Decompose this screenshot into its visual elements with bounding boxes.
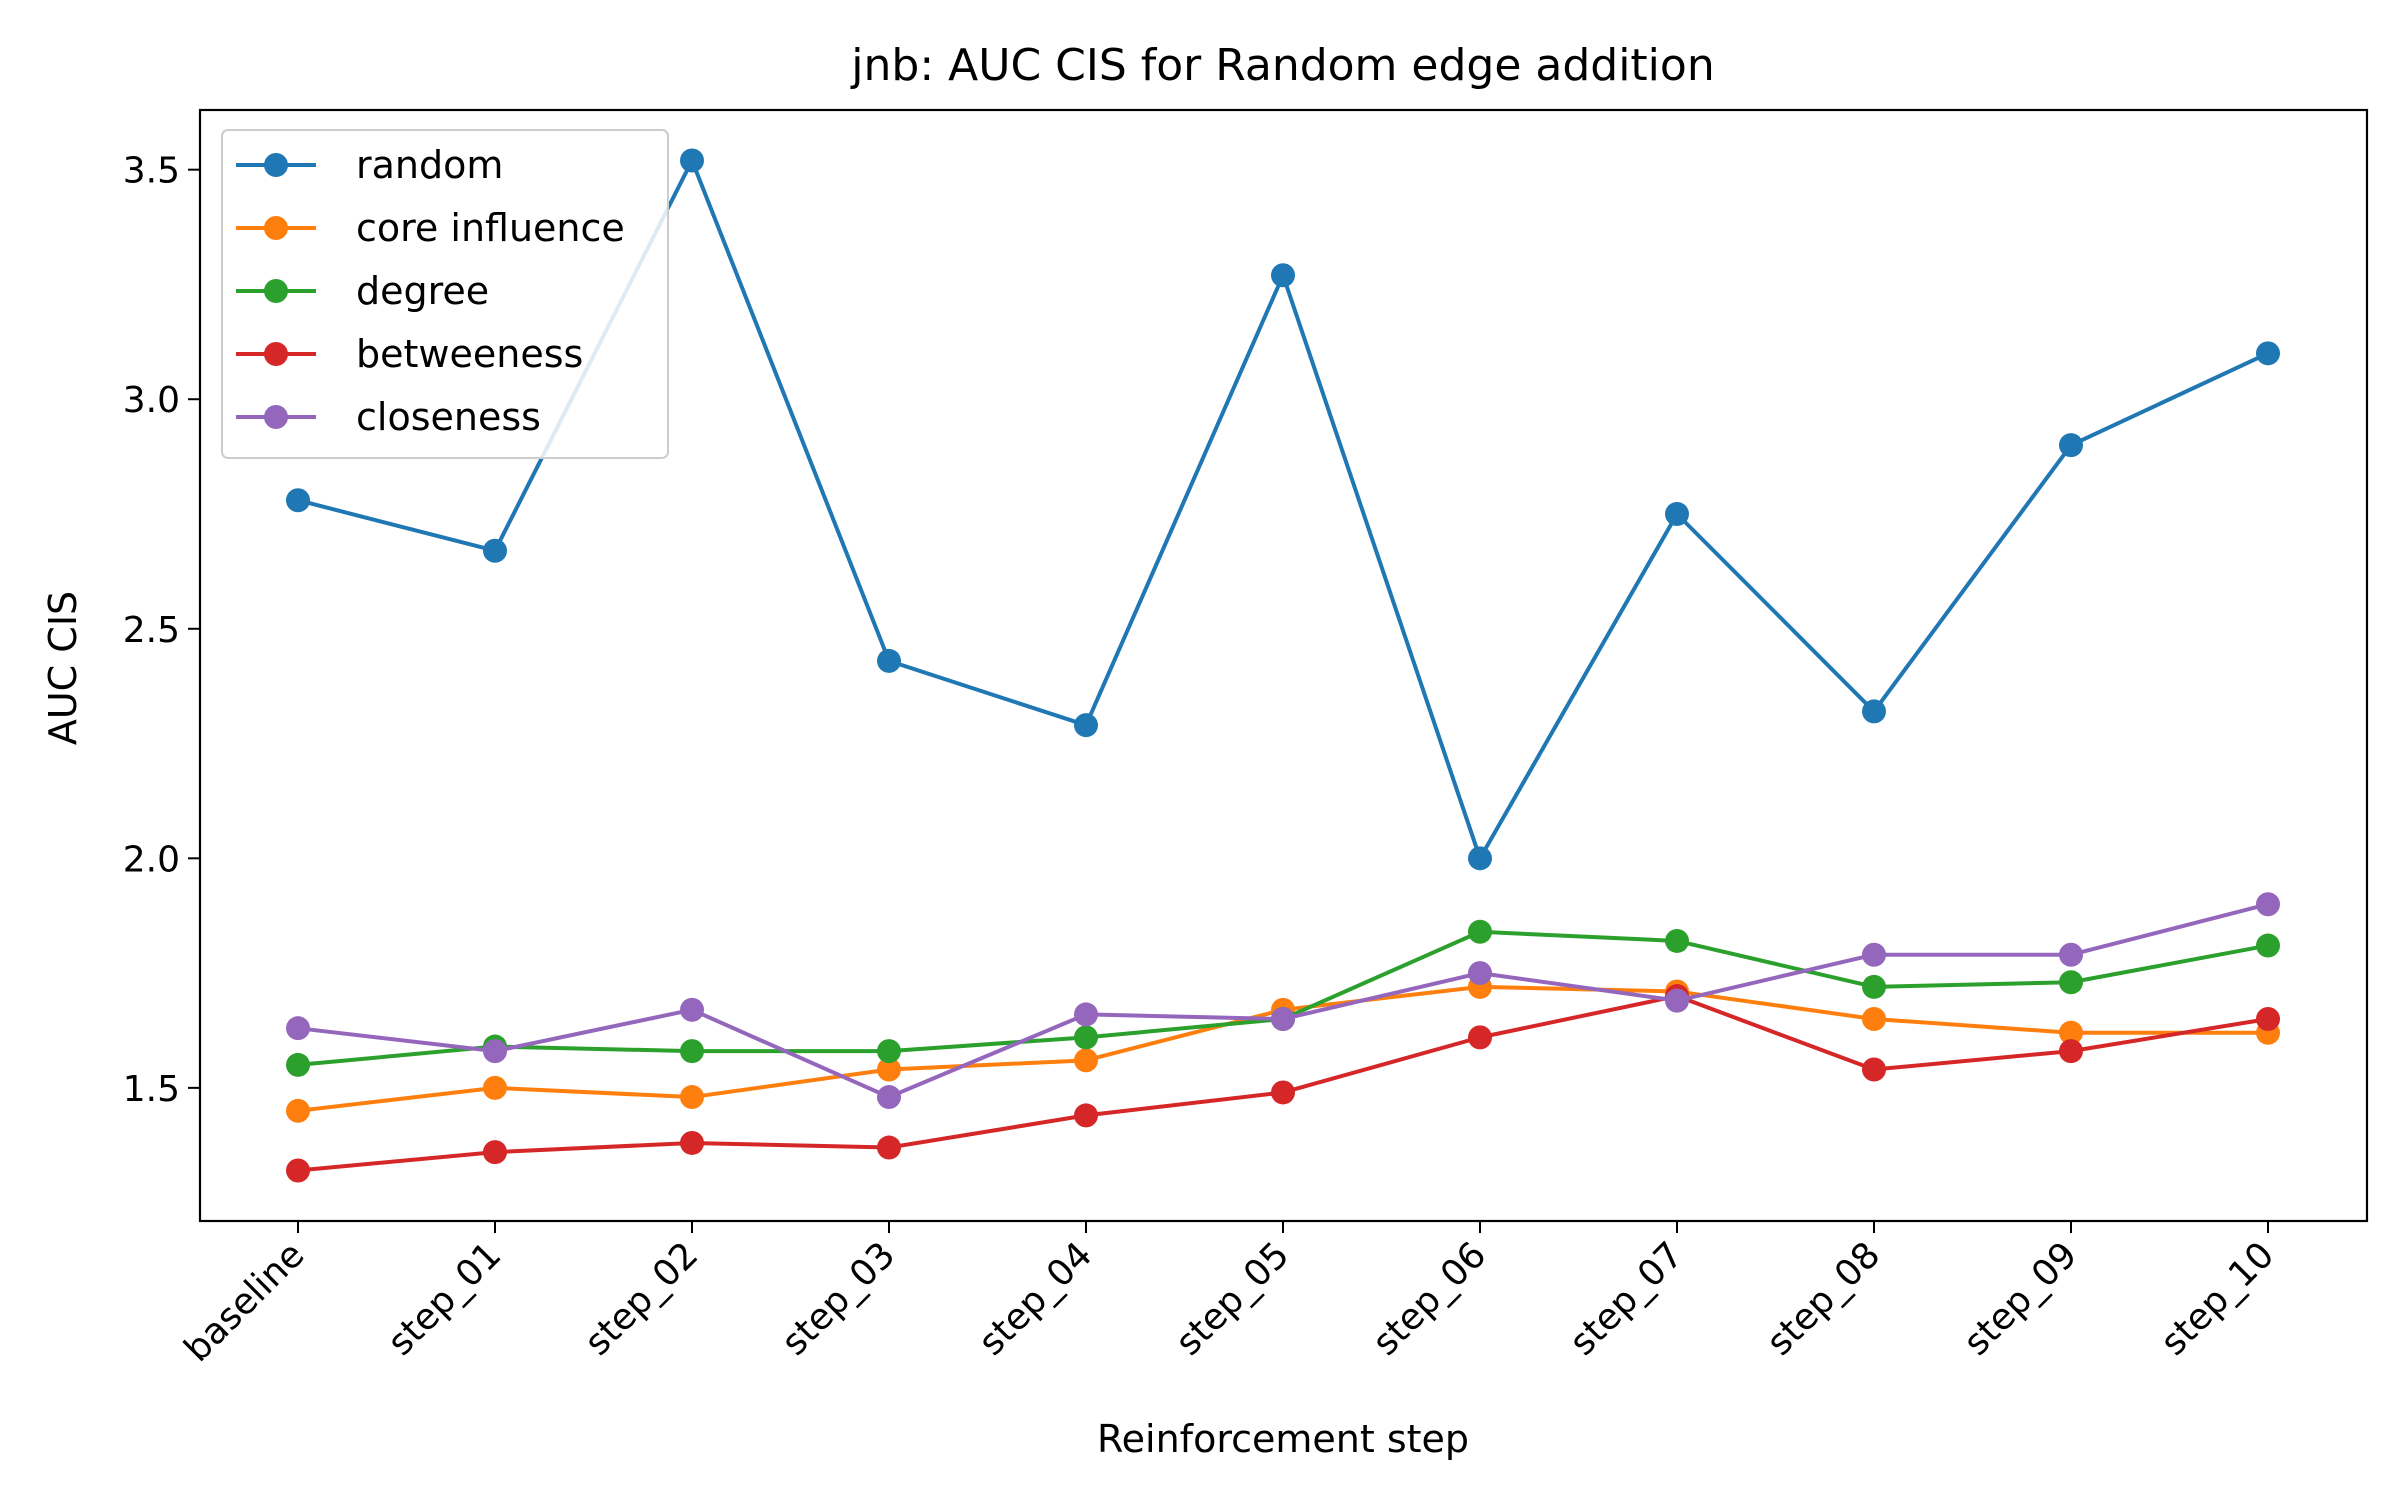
data-point: [680, 1130, 704, 1155]
data-point: [1271, 1080, 1295, 1105]
data-point: [1468, 961, 1492, 986]
x-tick-label: step_01: [380, 1234, 509, 1363]
y-tick-label: 2.0: [123, 839, 180, 880]
x-tick-label: step_02: [577, 1234, 706, 1363]
x-axis-label: Reinforcement step: [1097, 1417, 1469, 1461]
data-point: [286, 1098, 310, 1123]
legend-swatch-marker: [264, 216, 288, 240]
legend-swatch-marker: [264, 342, 288, 366]
y-axis-label: AUC CIS: [41, 591, 85, 745]
legend-item: random: [236, 143, 503, 187]
data-point: [680, 1039, 704, 1064]
legend-box: [221, 129, 669, 459]
x-tick-label: step_10: [2153, 1234, 2282, 1363]
legend-item: degree: [236, 269, 489, 313]
data-point: [483, 1140, 507, 1165]
y-tick-label: 3.0: [123, 380, 180, 421]
data-point: [680, 148, 704, 173]
legend-item: closeness: [236, 395, 541, 439]
data-point: [286, 1016, 310, 1041]
data-point: [483, 1075, 507, 1100]
x-tick-label: step_08: [1759, 1234, 1888, 1363]
data-point: [1468, 1025, 1492, 1050]
legend-label: degree: [356, 269, 489, 313]
data-point: [1862, 699, 1886, 724]
y-tick-label: 2.5: [123, 610, 180, 651]
data-point: [2059, 1020, 2083, 1045]
y-tick-label: 3.5: [123, 151, 180, 192]
data-point: [2059, 1039, 2083, 1064]
legend-swatch-marker: [264, 279, 288, 303]
legend-item: betweeness: [236, 332, 583, 376]
plot-area: [286, 148, 2280, 1183]
data-point: [286, 1158, 310, 1183]
data-point: [1074, 1025, 1098, 1050]
data-point: [1862, 1057, 1886, 1082]
data-point: [483, 538, 507, 563]
data-point: [1271, 1007, 1295, 1031]
data-point: [2059, 433, 2083, 458]
data-point: [2256, 341, 2280, 366]
series-betweeness: [286, 984, 2280, 1183]
x-tick-label: baseline: [177, 1234, 313, 1370]
data-point: [680, 1085, 704, 1110]
data-point: [2256, 933, 2280, 958]
data-point: [286, 1052, 310, 1077]
x-tick-label: step_05: [1168, 1234, 1297, 1363]
data-point: [1468, 846, 1492, 871]
data-point: [1271, 263, 1295, 288]
x-tick-label: step_04: [971, 1234, 1100, 1363]
data-point: [1665, 928, 1689, 953]
data-point: [1665, 988, 1689, 1013]
data-point: [877, 1039, 901, 1064]
series-closeness: [286, 892, 2280, 1110]
data-point: [1862, 942, 1886, 967]
data-point: [1665, 502, 1689, 526]
legend: random core influence degree betweeness clos…: [221, 129, 669, 459]
data-point: [2059, 942, 2083, 967]
data-point: [877, 648, 901, 673]
x-tick-label: step_06: [1365, 1234, 1494, 1363]
data-point: [1074, 1002, 1098, 1027]
y-tick-label: 1.5: [123, 1069, 180, 1110]
legend-swatch-marker: [264, 153, 288, 177]
data-point: [286, 488, 310, 513]
x-tick-label: step_07: [1562, 1234, 1691, 1363]
data-point: [877, 1085, 901, 1110]
legend-label: random: [356, 143, 503, 187]
legend-label: core influence: [356, 206, 625, 250]
x-tick-label: step_09: [1956, 1234, 2085, 1363]
data-point: [1074, 1048, 1098, 1073]
data-point: [1468, 919, 1492, 944]
legend-label: closeness: [356, 395, 541, 439]
data-point: [877, 1057, 901, 1082]
data-point: [1862, 974, 1886, 999]
data-point: [877, 1135, 901, 1160]
data-point: [2256, 1007, 2280, 1031]
data-point: [2059, 970, 2083, 995]
data-point: [1074, 713, 1098, 738]
data-point: [1074, 1103, 1098, 1128]
legend-item: core influence: [236, 206, 625, 250]
legend-label: betweeness: [356, 332, 583, 376]
data-point: [680, 997, 704, 1022]
legend-swatch-marker: [264, 405, 288, 429]
data-point: [1862, 1007, 1886, 1031]
x-tick-label: step_03: [774, 1234, 903, 1363]
data-point: [2256, 892, 2280, 917]
data-point: [483, 1039, 507, 1064]
chart-title: jnb: AUC CIS for Random edge addition: [850, 40, 1714, 91]
